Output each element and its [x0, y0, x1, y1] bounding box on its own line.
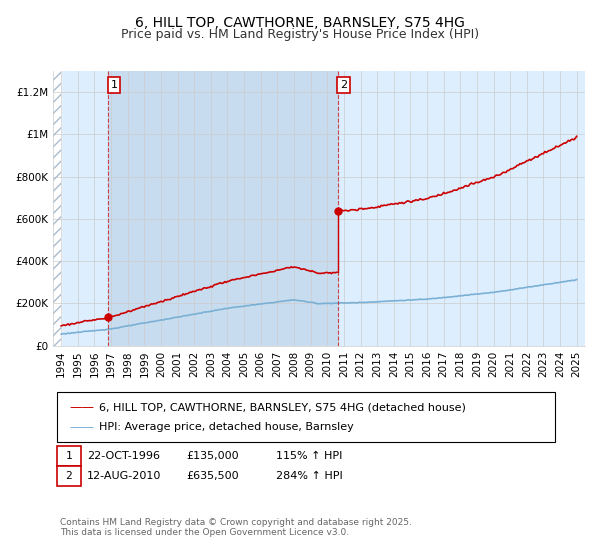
Text: 2: 2	[65, 471, 73, 481]
Text: £635,500: £635,500	[186, 471, 239, 481]
Text: 1: 1	[110, 80, 118, 90]
Text: 22-OCT-1996: 22-OCT-1996	[87, 451, 160, 461]
Text: ——: ——	[69, 421, 94, 433]
Text: 1: 1	[65, 451, 73, 461]
Bar	[108, 71, 338, 346]
Text: Price paid vs. HM Land Registry's House Price Index (HPI): Price paid vs. HM Land Registry's House …	[121, 28, 479, 41]
Text: £135,000: £135,000	[186, 451, 239, 461]
Text: 6, HILL TOP, CAWTHORNE, BARNSLEY, S75 4HG: 6, HILL TOP, CAWTHORNE, BARNSLEY, S75 4H…	[135, 16, 465, 30]
Text: 284% ↑ HPI: 284% ↑ HPI	[276, 471, 343, 481]
Text: 12-AUG-2010: 12-AUG-2010	[87, 471, 161, 481]
Bar	[53, 71, 61, 346]
Bar	[53, 71, 61, 346]
Text: 2: 2	[340, 80, 347, 90]
Text: 6, HILL TOP, CAWTHORNE, BARNSLEY, S75 4HG (detached house): 6, HILL TOP, CAWTHORNE, BARNSLEY, S75 4H…	[99, 402, 466, 412]
Text: HPI: Average price, detached house, Barnsley: HPI: Average price, detached house, Barn…	[99, 422, 354, 432]
Text: ——: ——	[69, 401, 94, 414]
Text: Contains HM Land Registry data © Crown copyright and database right 2025.
This d: Contains HM Land Registry data © Crown c…	[60, 518, 412, 538]
Text: 115% ↑ HPI: 115% ↑ HPI	[276, 451, 343, 461]
